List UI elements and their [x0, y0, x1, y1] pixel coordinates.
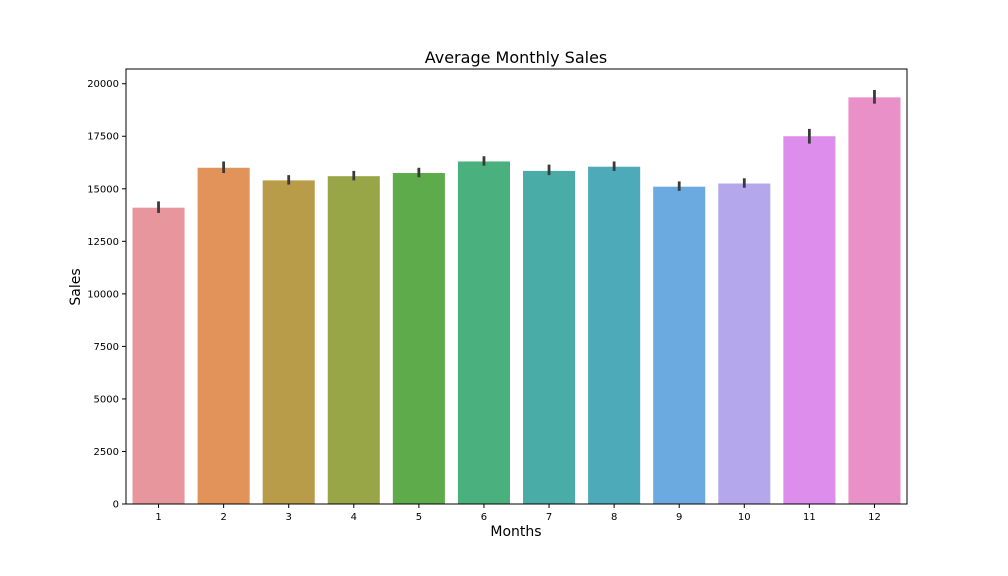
bar-month-12 [848, 97, 901, 504]
error-bars-group [157, 90, 876, 213]
x-tick-label: 6 [481, 512, 487, 523]
bar-month-7 [523, 170, 576, 504]
x-tick-label: 9 [676, 512, 682, 523]
bar-month-5 [392, 173, 445, 505]
bar-month-9 [653, 186, 706, 504]
y-tick-label: 15000 [87, 184, 119, 195]
y-axis-label: Sales [68, 268, 84, 305]
bar-month-8 [588, 166, 641, 504]
bar-month-2 [197, 167, 250, 504]
bar-month-1 [132, 207, 185, 504]
y-axis: 0 2500 5000 7500 10000 12500 15000 17500 20000 [87, 79, 126, 511]
x-tick-label: 10 [738, 512, 751, 523]
x-tick-label: 1 [155, 512, 161, 523]
x-axis-label: Months [490, 524, 541, 540]
plot-frame [125, 68, 908, 505]
y-tick-label: 17500 [87, 132, 119, 143]
y-tick-label: 0 [113, 500, 119, 511]
bar-month-4 [327, 176, 380, 504]
bar-month-3 [262, 180, 315, 504]
x-tick-label: 7 [546, 512, 552, 523]
x-tick-label: 2 [220, 512, 226, 523]
y-tick-label: 10000 [87, 289, 119, 300]
bar-month-11 [783, 136, 836, 504]
bar-month-6 [457, 161, 510, 504]
x-tick-label: 3 [286, 512, 292, 523]
bar-month-10 [718, 183, 771, 504]
bars-group [132, 97, 901, 505]
x-tick-label: 8 [611, 512, 617, 523]
y-tick-label: 5000 [94, 394, 119, 405]
y-tick-label: 7500 [94, 342, 119, 353]
chart-title: Average Monthly Sales [425, 48, 608, 67]
y-tick-label: 20000 [87, 79, 119, 90]
y-tick-label: 2500 [94, 447, 119, 458]
x-tick-label: 11 [803, 512, 816, 523]
y-tick-label: 12500 [87, 237, 119, 248]
x-axis: 1 2 3 4 5 6 7 8 9 10 11 12 [155, 504, 881, 523]
x-tick-label: 4 [351, 512, 357, 523]
x-tick-label: 5 [416, 512, 422, 523]
x-tick-label: 12 [868, 512, 881, 523]
